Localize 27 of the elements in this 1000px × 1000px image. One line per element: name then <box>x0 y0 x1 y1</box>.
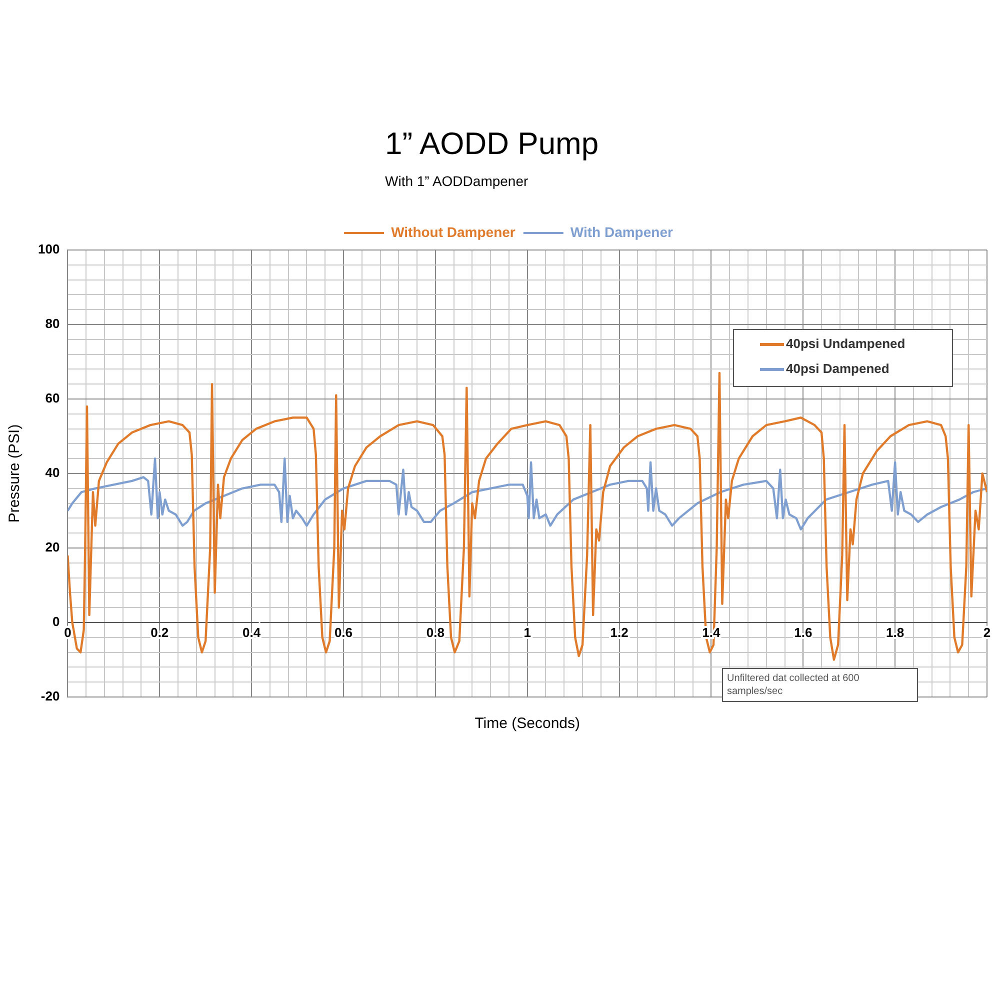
y-tick-label: 0 <box>52 614 60 630</box>
legend-label: Without Dampener <box>391 224 516 240</box>
note-box: Unfiltered dat collected at 600 samples/sec <box>722 668 918 702</box>
y-tick-label: 80 <box>45 316 60 332</box>
y-tick-label: 40 <box>45 465 60 480</box>
chart-subtitle: With 1” AODDampener <box>385 173 528 189</box>
x-tick-label: 1 <box>524 624 531 640</box>
x-tick-label: 0.8 <box>426 624 444 640</box>
key-box: 40psi Undampened 40psi Dampened <box>733 329 953 387</box>
x-tick-label: 0.4 <box>242 624 262 640</box>
x-tick-label: 0.2 <box>150 624 169 640</box>
x-tick-label: 2 <box>983 624 991 640</box>
annotation: 40psi Undampened <box>786 336 906 351</box>
annotation: 40psi Dampened <box>786 361 890 376</box>
y-axis-title: Pressure (PSI) <box>6 424 24 523</box>
y-tick-label: 100 <box>38 242 60 257</box>
legend-label: With Dampener <box>570 224 674 240</box>
y-tick-label: 60 <box>45 390 60 406</box>
x-tick-label: 1.8 <box>886 624 904 640</box>
x-axis-title: Time (Seconds) <box>474 715 580 732</box>
y-tick-label: -20 <box>40 688 60 704</box>
chart-title: 1” AODD Pump <box>385 126 599 162</box>
y-tick-label: 20 <box>45 540 60 555</box>
x-tick-label: 0.6 <box>334 624 353 640</box>
x-tick-label: 1.6 <box>794 624 812 640</box>
x-tick-label: 1.2 <box>610 624 628 640</box>
x-tick-label: 0 <box>64 624 72 640</box>
